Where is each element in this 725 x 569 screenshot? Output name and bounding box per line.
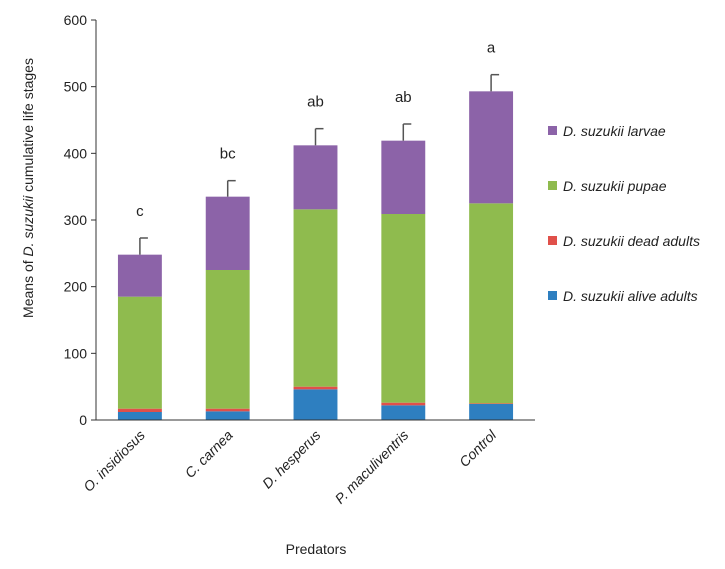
y-ticks-layer: 0 100 200 300 400 500 600 — [64, 12, 96, 428]
y-tick-label: 100 — [64, 345, 88, 361]
y-axis-title-part-3: cumulative life stages — [20, 58, 36, 196]
y-tick-label: 200 — [64, 279, 88, 295]
legend-swatch — [548, 181, 557, 190]
legend-label: D. suzukii larvae — [563, 123, 666, 139]
x-category-label: O. insidiosus — [80, 427, 148, 495]
bar-segment-dead-adults — [293, 386, 338, 390]
significance-letter: a — [487, 40, 496, 57]
bar-segment-suzukii-larvae — [381, 140, 426, 214]
bar-segment-suzukii-larvae — [117, 254, 162, 297]
significance-letter: bc — [220, 146, 236, 163]
bar-segment-alive-adults — [381, 405, 426, 420]
legend-swatch — [548, 126, 557, 135]
bar-segment-dead-adults — [381, 402, 426, 406]
bar-segment-suzukii-pupae — [381, 214, 426, 403]
legend-label: D. suzukii pupae — [563, 178, 667, 194]
legend-swatch — [548, 236, 557, 245]
y-axis-title-species: D. suzukii — [20, 195, 36, 257]
bar-segment-alive-adults — [469, 404, 514, 420]
y-tick-label: 400 — [64, 145, 88, 161]
significance-letter: ab — [395, 89, 412, 106]
x-category-label: P. maculiventris — [332, 427, 412, 507]
bars-layer — [117, 91, 514, 420]
bar-segment-alive-adults — [117, 412, 162, 420]
bar-segment-suzukii-larvae — [205, 196, 250, 270]
x-category-label: D. hesperus — [259, 427, 324, 492]
bar-segment-alive-adults — [293, 389, 338, 420]
bar-segment-suzukii-pupae — [205, 270, 250, 409]
legend-label: D. suzukii dead adults — [563, 233, 700, 249]
x-category-label: Control — [456, 426, 500, 470]
error-bars-layer — [139, 73, 500, 255]
legend-swatch — [548, 291, 557, 300]
bar-segment-suzukii-pupae — [117, 296, 162, 409]
significance-letter: c — [136, 203, 144, 220]
x-labels-layer: O. insidiosus C. carnea D. hesperus P. macu… — [80, 426, 500, 507]
x-axis-title: Predators — [286, 541, 347, 557]
y-tick-label: 300 — [64, 212, 88, 228]
y-tick-label: 600 — [64, 12, 88, 28]
bar-segment-dead-adults — [469, 403, 514, 404]
legend: D. suzukii larvae D. suzukii pupae D. suzu… — [548, 123, 700, 304]
bar-segment-suzukii-pupae — [469, 203, 514, 404]
bar-segment-alive-adults — [205, 411, 250, 420]
bar-segment-dead-adults — [205, 408, 250, 412]
legend-label: D. suzukii alive adults — [563, 288, 698, 304]
bar-segment-suzukii-larvae — [293, 145, 338, 210]
bar-segment-dead-adults — [117, 408, 162, 412]
x-category-label: C. carnea — [182, 427, 236, 481]
significance-letter: ab — [307, 94, 324, 111]
y-axis-title: Means of D. suzukii cumulative life stag… — [20, 58, 36, 318]
y-axis-title-part-1: Means of — [20, 256, 36, 317]
bar-segment-suzukii-pupae — [293, 209, 338, 387]
significance-letters-layer: c bc ab ab a — [136, 40, 496, 220]
y-tick-label: 500 — [64, 79, 88, 95]
bar-segment-suzukii-larvae — [469, 91, 514, 204]
y-tick-label: 0 — [79, 412, 87, 428]
